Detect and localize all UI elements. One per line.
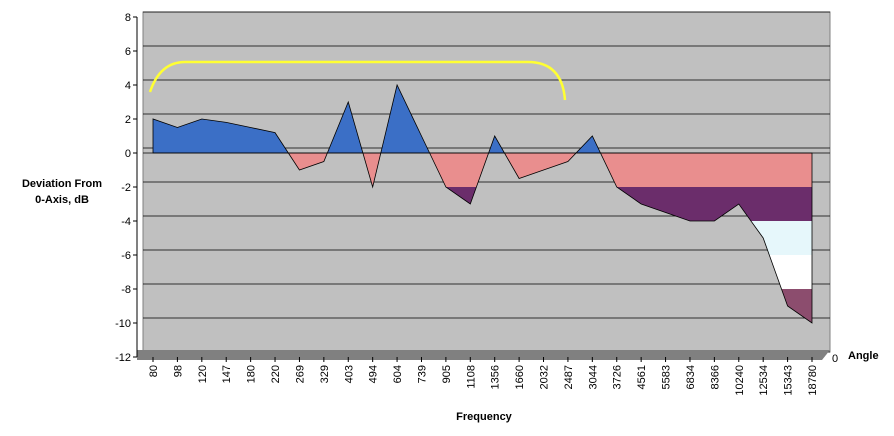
- y-tick-label: -6: [121, 250, 131, 262]
- y-tick-label: 8: [125, 12, 131, 24]
- x-tick-label: 403: [343, 365, 355, 383]
- y-tick-label: -4: [121, 216, 131, 228]
- x-tick-label: 269: [294, 365, 306, 383]
- x-tick-label: 8366: [709, 365, 721, 389]
- x-tick-label: 2487: [563, 365, 575, 389]
- y-tick-label: -10: [115, 318, 131, 330]
- x-tick-label: 120: [197, 365, 209, 383]
- grid: [143, 11, 830, 353]
- x-tick-label: 1356: [490, 365, 502, 389]
- y-tick-label: -8: [121, 284, 131, 296]
- y-tick-label: 2: [125, 114, 131, 126]
- x-tick-label: 180: [246, 365, 258, 383]
- x-tick-label: 3726: [612, 365, 624, 389]
- x-axis-title: Frequency: [456, 411, 513, 423]
- y-axis-title: Deviation From: [22, 178, 102, 190]
- x-tick-label: 147: [221, 365, 233, 383]
- x-tick-label: 905: [441, 365, 453, 383]
- x-tick-label: 3044: [587, 365, 599, 389]
- x-tick-label: 6834: [685, 365, 697, 389]
- x-tick-label: 2032: [539, 365, 551, 389]
- floor: [137, 350, 830, 360]
- depth-axis-title: Angle: [848, 350, 879, 362]
- y-tick-label: 4: [125, 80, 131, 92]
- x-tick-label: 5583: [661, 365, 673, 389]
- x-tick-label: 80: [148, 365, 160, 377]
- x-tick-label: 15343: [783, 365, 795, 396]
- annotation-bracket: [148, 60, 567, 101]
- y-axis-title: 0-Axis, dB: [35, 194, 89, 206]
- y-tick-label: 0: [125, 148, 131, 160]
- y-tick-label: -12: [115, 352, 131, 364]
- x-tick-label: 18780: [807, 365, 819, 396]
- x-tick-label: 1660: [514, 365, 526, 389]
- x-tick-label: 604: [392, 365, 404, 383]
- x-tick-label: 494: [368, 365, 380, 383]
- plot: [143, 83, 830, 324]
- x-tick-label: 12534: [758, 365, 770, 396]
- y-tick-label: -2: [121, 182, 131, 194]
- x-tick-label: 1108: [465, 365, 477, 389]
- x-tick-label: 98: [172, 365, 184, 377]
- x-tick-label: 10240: [734, 365, 746, 396]
- x-tick-label: 739: [416, 365, 428, 383]
- surface-area: [152, 83, 813, 324]
- x-tick-label: 329: [319, 365, 331, 383]
- y-tick-label: 6: [125, 46, 131, 58]
- x-tick-label: 220: [270, 365, 282, 383]
- depth-tick-label: 0: [832, 353, 838, 365]
- x-tick-label: 4561: [636, 365, 648, 389]
